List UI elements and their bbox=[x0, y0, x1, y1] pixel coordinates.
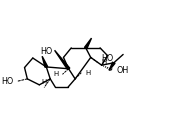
Polygon shape bbox=[55, 50, 70, 69]
Polygon shape bbox=[84, 38, 91, 48]
Polygon shape bbox=[42, 56, 48, 67]
Text: H: H bbox=[42, 78, 47, 85]
Text: HO: HO bbox=[102, 54, 114, 63]
Text: OH: OH bbox=[117, 66, 129, 75]
Text: H: H bbox=[86, 70, 91, 76]
Text: H: H bbox=[102, 59, 107, 65]
Text: HO: HO bbox=[2, 77, 14, 86]
Text: HO: HO bbox=[40, 47, 53, 56]
Polygon shape bbox=[109, 62, 115, 71]
Text: H: H bbox=[53, 71, 58, 77]
